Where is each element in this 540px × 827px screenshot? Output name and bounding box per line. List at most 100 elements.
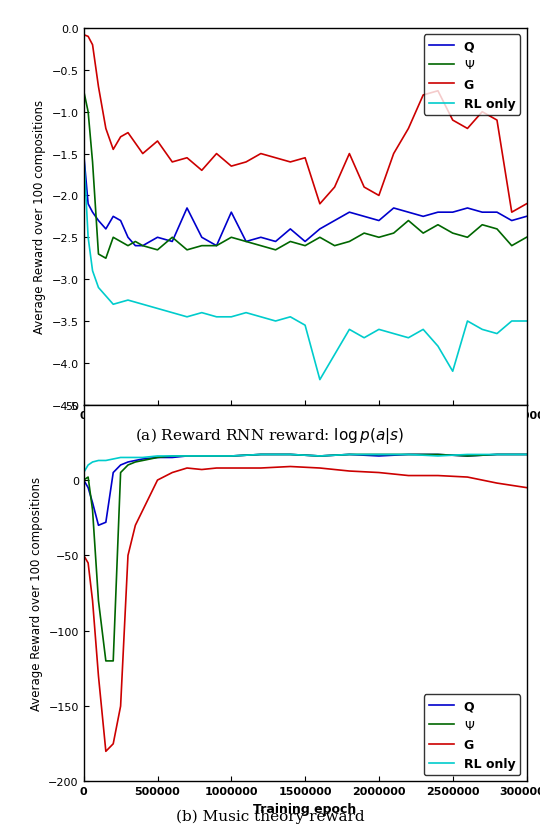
Q: [95, 521, 102, 531]
Q: [316, 452, 323, 461]
RL only: [228, 452, 234, 461]
$\Psi$: [287, 450, 294, 460]
G: [85, 558, 91, 568]
Q: [494, 208, 500, 218]
RL only: [110, 300, 117, 310]
Q: [509, 217, 515, 227]
$\Psi$: [85, 472, 91, 482]
Q: [125, 457, 131, 467]
RL only: [420, 325, 427, 335]
RL only: [125, 453, 131, 463]
Q: [376, 217, 382, 227]
RL only: [199, 452, 205, 461]
$\Psi$: [169, 452, 176, 461]
$\Psi$: [117, 237, 124, 247]
RL only: [80, 150, 87, 160]
Q: [117, 461, 124, 471]
G: [184, 154, 190, 164]
Q: [154, 233, 161, 243]
$\Psi$: [479, 221, 485, 231]
$\Psi$: [184, 452, 190, 461]
RL only: [125, 296, 131, 306]
$\Psi$: [110, 233, 117, 243]
Q: [449, 208, 456, 218]
RL only: [316, 375, 323, 385]
$\Psi$: [376, 233, 382, 243]
Line: G: G: [84, 467, 526, 752]
Q: [272, 237, 279, 247]
G: [332, 183, 338, 193]
Legend: Q, $\Psi$, G, RL only: Q, $\Psi$, G, RL only: [423, 36, 520, 116]
G: [95, 672, 102, 681]
Q: [154, 453, 161, 463]
$\Psi$: [376, 450, 382, 460]
G: [169, 468, 176, 478]
$\Psi$: [435, 221, 441, 231]
RL only: [464, 317, 471, 327]
G: [464, 472, 471, 482]
RL only: [435, 342, 441, 351]
G: [154, 476, 161, 485]
G: [494, 116, 500, 126]
$\Psi$: [139, 241, 146, 251]
G: [80, 551, 87, 561]
G: [213, 150, 220, 160]
G: [103, 747, 109, 757]
Q: [85, 199, 91, 209]
Q: [213, 241, 220, 251]
G: [89, 596, 96, 606]
Q: [125, 233, 131, 243]
G: [117, 701, 124, 711]
RL only: [139, 300, 146, 310]
Legend: Q, $\Psi$, G, RL only: Q, $\Psi$, G, RL only: [423, 695, 520, 775]
RL only: [390, 329, 397, 339]
Q: [464, 203, 471, 213]
RL only: [435, 452, 441, 461]
G: [243, 463, 249, 473]
X-axis label: Training epoch: Training epoch: [253, 802, 357, 815]
Q: [139, 455, 146, 465]
RL only: [117, 453, 124, 463]
G: [139, 505, 146, 515]
$\Psi$: [258, 241, 264, 251]
RL only: [287, 313, 294, 323]
$\Psi$: [80, 87, 87, 97]
RL only: [302, 321, 308, 331]
Text: (b) Music theory reward: (b) Music theory reward: [176, 809, 364, 823]
$\Psi$: [125, 461, 131, 471]
$\Psi$: [464, 233, 471, 243]
Q: [494, 450, 500, 460]
Q: [420, 213, 427, 222]
Q: [523, 213, 530, 222]
$\Psi$: [103, 254, 109, 264]
G: [169, 158, 176, 168]
G: [523, 199, 530, 209]
RL only: [376, 325, 382, 335]
G: [199, 166, 205, 176]
RL only: [494, 450, 500, 460]
G: [405, 471, 411, 481]
Q: [258, 450, 264, 460]
$\Psi$: [184, 246, 190, 256]
RL only: [89, 457, 96, 467]
G: [132, 521, 139, 531]
$\Psi$: [332, 241, 338, 251]
G: [376, 468, 382, 478]
G: [258, 150, 264, 160]
Q: [464, 452, 471, 461]
$\Psi$: [346, 237, 353, 247]
$\Psi$: [89, 505, 96, 515]
Q: [103, 518, 109, 528]
G: [479, 108, 485, 117]
Q: [199, 233, 205, 243]
Line: Q: Q: [84, 455, 526, 526]
$\Psi$: [85, 108, 91, 117]
G: [523, 483, 530, 493]
Q: [435, 450, 441, 460]
RL only: [154, 452, 161, 461]
G: [243, 158, 249, 168]
$\Psi$: [80, 476, 87, 485]
Q: [110, 213, 117, 222]
G: [449, 116, 456, 126]
RL only: [85, 233, 91, 243]
